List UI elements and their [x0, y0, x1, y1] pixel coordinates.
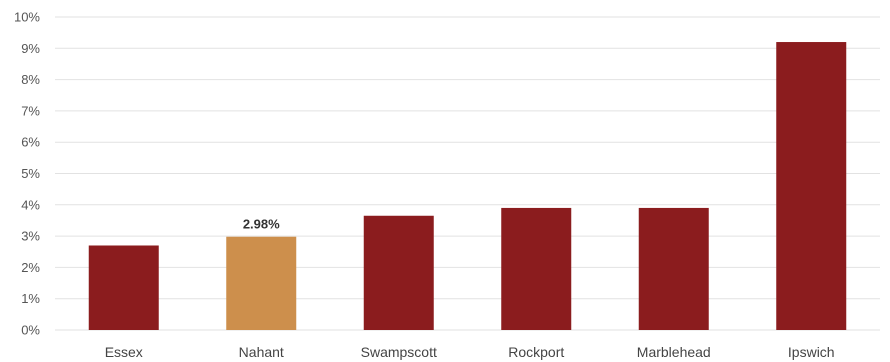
y-tick-label: 0%: [21, 323, 40, 338]
bar-nahant: [226, 236, 297, 330]
y-tick-label: 1%: [21, 291, 40, 306]
y-tick-label: 5%: [21, 166, 40, 181]
y-tick-label: 2%: [21, 260, 40, 275]
x-category-label: Nahant: [239, 344, 284, 360]
data-labels: 2.98%: [243, 217, 280, 232]
x-axis-categories: Essex Nahant Swampscott Rockport Marblehead I…: [105, 344, 835, 360]
y-tick-label: 9%: [21, 41, 40, 56]
bar-rockport: [501, 207, 572, 330]
y-tick-label: 4%: [21, 197, 40, 212]
y-tick-label: 7%: [21, 103, 40, 118]
y-tick-label: 6%: [21, 135, 40, 150]
bars: [88, 42, 847, 330]
y-tick-label: 8%: [21, 72, 40, 87]
x-category-label: Ipswich: [788, 344, 835, 360]
x-category-label: Marblehead: [637, 344, 711, 360]
y-axis-ticks: 0% 1% 2% 3% 4% 5% 6% 7% 8% 9% 10%: [14, 10, 40, 338]
x-category-label: Essex: [105, 344, 143, 360]
x-category-label: Rockport: [508, 344, 564, 360]
bar-essex: [88, 245, 159, 330]
gridlines: [55, 16, 880, 331]
bar-swampscott: [363, 215, 434, 330]
x-category-label: Swampscott: [361, 344, 437, 360]
bar-marblehead: [638, 207, 709, 330]
y-tick-label: 3%: [21, 229, 40, 244]
y-tick-label: 10%: [14, 10, 40, 25]
bar-ipswich: [776, 42, 847, 330]
data-label: 2.98%: [243, 217, 280, 232]
